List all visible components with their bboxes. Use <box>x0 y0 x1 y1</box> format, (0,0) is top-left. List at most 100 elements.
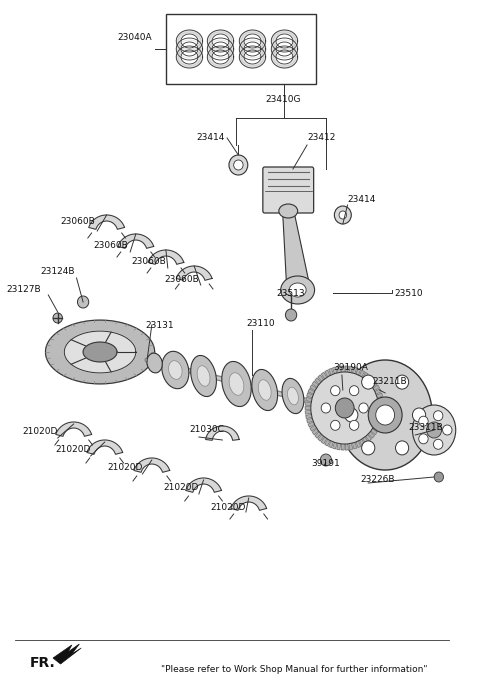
Polygon shape <box>360 370 364 377</box>
Polygon shape <box>56 422 92 437</box>
Polygon shape <box>181 50 198 64</box>
Polygon shape <box>329 441 334 448</box>
Circle shape <box>335 206 351 224</box>
Polygon shape <box>207 38 234 60</box>
Polygon shape <box>349 444 353 450</box>
Polygon shape <box>89 215 124 229</box>
Polygon shape <box>244 34 261 48</box>
Text: "Please refer to Work Shop Manual for further information": "Please refer to Work Shop Manual for fu… <box>161 665 428 674</box>
Polygon shape <box>212 34 229 48</box>
Circle shape <box>412 408 426 422</box>
Polygon shape <box>378 410 384 414</box>
Polygon shape <box>276 42 293 56</box>
Ellipse shape <box>229 373 244 395</box>
Polygon shape <box>325 370 330 377</box>
Polygon shape <box>333 442 337 449</box>
Polygon shape <box>373 385 379 391</box>
Text: 23060B: 23060B <box>60 218 96 227</box>
Circle shape <box>361 375 375 389</box>
Text: 23124B: 23124B <box>40 267 75 277</box>
Circle shape <box>359 403 368 413</box>
Polygon shape <box>305 406 311 410</box>
Circle shape <box>396 441 408 455</box>
Polygon shape <box>360 439 364 446</box>
Circle shape <box>331 421 340 430</box>
Text: 23060B: 23060B <box>164 274 199 283</box>
Circle shape <box>234 160 243 170</box>
Polygon shape <box>377 397 384 402</box>
Ellipse shape <box>252 369 277 410</box>
Polygon shape <box>271 38 298 60</box>
Text: 23060B: 23060B <box>94 240 128 249</box>
Ellipse shape <box>312 394 321 410</box>
Polygon shape <box>306 397 312 402</box>
Polygon shape <box>315 378 321 384</box>
Ellipse shape <box>222 362 251 407</box>
Polygon shape <box>375 389 381 394</box>
Ellipse shape <box>282 378 304 414</box>
Polygon shape <box>283 211 309 282</box>
Ellipse shape <box>338 360 432 470</box>
Text: 21020D: 21020D <box>107 464 143 473</box>
Polygon shape <box>305 410 311 414</box>
Polygon shape <box>366 375 372 381</box>
Circle shape <box>311 372 379 444</box>
Polygon shape <box>271 30 298 52</box>
Polygon shape <box>207 30 234 52</box>
FancyBboxPatch shape <box>263 167 313 213</box>
Circle shape <box>331 386 340 396</box>
Polygon shape <box>306 414 312 419</box>
Polygon shape <box>244 42 261 56</box>
Polygon shape <box>207 46 234 68</box>
Polygon shape <box>356 441 360 448</box>
Polygon shape <box>240 38 265 60</box>
Text: 21020D: 21020D <box>23 428 58 437</box>
Text: 39190A: 39190A <box>334 364 368 373</box>
Polygon shape <box>375 422 381 427</box>
Circle shape <box>339 211 347 219</box>
Polygon shape <box>212 42 229 56</box>
Ellipse shape <box>308 387 325 416</box>
Polygon shape <box>310 385 316 391</box>
Circle shape <box>345 408 358 422</box>
Polygon shape <box>276 34 293 48</box>
Text: 23040A: 23040A <box>117 33 152 42</box>
Circle shape <box>336 398 354 418</box>
Ellipse shape <box>288 387 299 405</box>
Polygon shape <box>363 437 368 444</box>
Polygon shape <box>379 406 384 410</box>
Polygon shape <box>325 439 330 446</box>
Text: 39191: 39191 <box>312 459 340 468</box>
Text: 23410G: 23410G <box>266 96 301 105</box>
Polygon shape <box>181 34 198 48</box>
Polygon shape <box>371 429 377 435</box>
Polygon shape <box>176 38 203 60</box>
Bar <box>166 14 316 84</box>
Ellipse shape <box>191 356 216 396</box>
Text: 23412: 23412 <box>307 134 336 143</box>
Polygon shape <box>345 366 348 372</box>
Polygon shape <box>64 331 136 373</box>
Polygon shape <box>231 496 266 510</box>
Ellipse shape <box>412 405 456 455</box>
Circle shape <box>427 422 442 438</box>
Polygon shape <box>378 402 384 405</box>
Polygon shape <box>345 444 348 450</box>
Polygon shape <box>349 367 353 373</box>
Polygon shape <box>46 320 155 384</box>
Polygon shape <box>205 426 239 440</box>
Polygon shape <box>366 435 372 441</box>
Polygon shape <box>321 437 327 444</box>
Polygon shape <box>186 478 221 492</box>
Polygon shape <box>376 393 383 398</box>
Polygon shape <box>87 440 123 455</box>
Polygon shape <box>333 367 337 374</box>
Polygon shape <box>148 250 184 264</box>
Polygon shape <box>337 444 340 450</box>
Text: 23211B: 23211B <box>372 378 407 387</box>
Polygon shape <box>315 432 321 438</box>
Polygon shape <box>308 422 314 427</box>
Polygon shape <box>341 444 344 450</box>
Circle shape <box>349 386 359 396</box>
Polygon shape <box>341 366 344 372</box>
